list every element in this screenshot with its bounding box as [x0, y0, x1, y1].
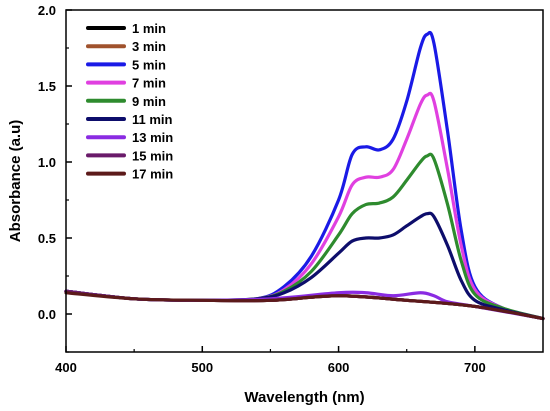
x-tick-label: 500	[191, 360, 213, 375]
legend-label: 5 min	[132, 57, 166, 72]
legend-label: 9 min	[132, 94, 166, 109]
x-tick-label: 600	[328, 360, 350, 375]
series-line-7-min	[64, 91, 545, 321]
series-line-17-min	[64, 291, 545, 321]
y-tick-label: 0.5	[38, 231, 56, 246]
x-tick-label: 400	[55, 360, 77, 375]
legend-label: 7 min	[132, 76, 166, 91]
x-axis-title: Wavelength (nm)	[244, 389, 364, 406]
legend-label: 17 min	[132, 167, 173, 182]
legend-label: 1 min	[132, 21, 166, 36]
legend-label: 11 min	[132, 112, 173, 127]
legend-label: 15 min	[132, 148, 173, 163]
y-tick-label: 2.0	[38, 3, 56, 18]
axes-frame	[65, 9, 544, 353]
legend: 1 min 3 min 5 min 7 min 9 min 11 min 13 min 15 …	[86, 21, 173, 182]
series-layer	[64, 30, 545, 321]
y-tick-label: 0.0	[38, 307, 56, 322]
y-tick-label: 1.0	[38, 155, 56, 170]
x-tick-label: 700	[464, 360, 486, 375]
legend-label: 13 min	[132, 130, 173, 145]
axes-layer: 400 500 600 700 0.0 0.5 1.0 1.5 2.0	[38, 3, 544, 375]
y-tick-label: 1.5	[38, 79, 56, 94]
y-axis-title: Absorbance (a.u)	[7, 120, 24, 243]
legend-label: 3 min	[132, 39, 166, 54]
